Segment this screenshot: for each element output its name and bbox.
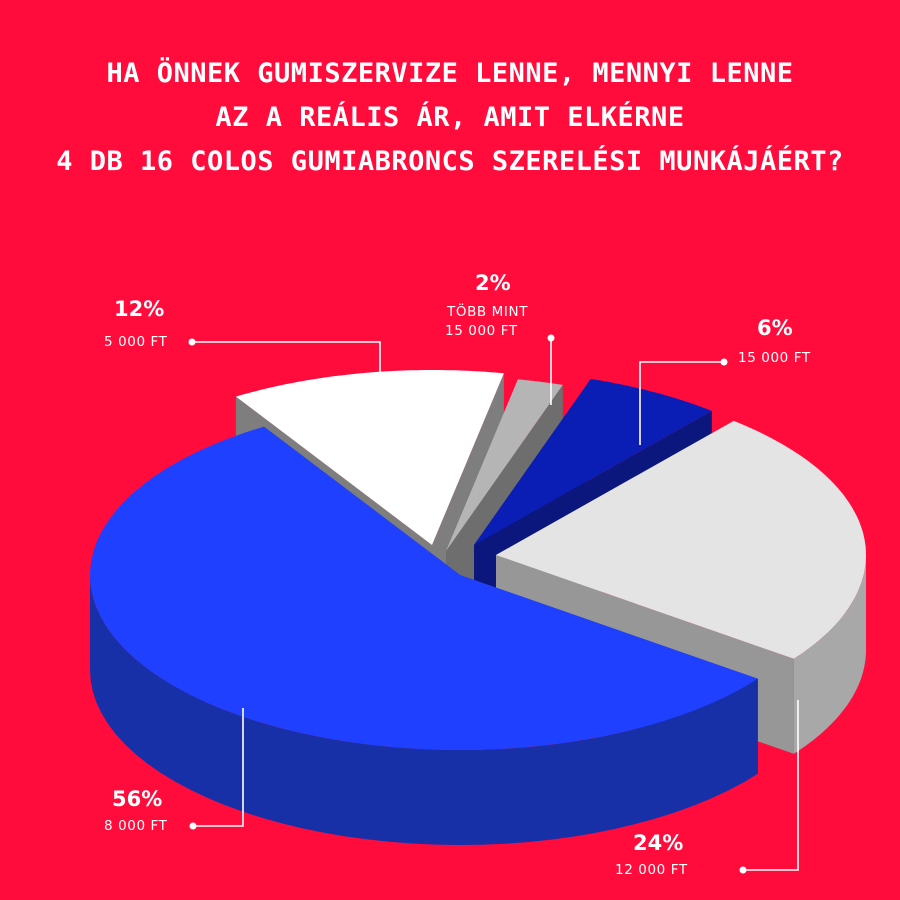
pie-slice-top-12 [235, 370, 504, 545]
slice-label-2-line-2: 15 000 FT [445, 323, 518, 339]
pie-slice-top-6 [474, 378, 712, 545]
slice-percent-2: 2% [475, 271, 511, 295]
leader-dot-24 [739, 866, 747, 874]
slice-percent-6: 6% [757, 316, 793, 340]
leader-lines [192, 338, 799, 871]
leader-line-6 [639, 361, 724, 445]
pie-slice-wall-56-0 [90, 575, 758, 845]
slice-label-56: 8 000 FT [104, 818, 168, 834]
slice-label-24: 12 000 FT [615, 862, 688, 878]
chart-title: HA ÖNNEK GUMISZERVIZE LENNE, MENNYI LENN… [0, 52, 900, 184]
slice-label-6: 15 000 FT [738, 350, 811, 366]
leader-dot-12 [188, 338, 196, 346]
title-line-2: AZ A REÁLIS ÁR, AMIT ELKÉRNE [215, 102, 685, 133]
title-line-3: 4 DB 16 COLOS GUMIABRONCS SZERELÉSI MUNK… [56, 146, 844, 177]
slice-label-12: 5 000 FT [104, 334, 168, 350]
pie-layer [90, 370, 866, 845]
leader-dots [188, 334, 747, 874]
slice-percent-56: 56% [112, 787, 162, 811]
slice-percent-12: 12% [114, 297, 164, 321]
leader-line-24 [743, 700, 799, 871]
leader-line-12 [192, 341, 381, 395]
slice-percent-24: 24% [633, 831, 683, 855]
pie-slice-top-56 [90, 426, 758, 750]
pie-slice-top-2 [446, 379, 563, 551]
title-line-1: HA ÖNNEK GUMISZERVIZE LENNE, MENNYI LENN… [106, 58, 794, 89]
pie-slice-top-24 [496, 420, 866, 659]
leader-dot-6 [720, 358, 728, 366]
pie-slice-wall-24-0 [793, 555, 866, 754]
slice-label-2-line-1: TÖBB MINT [446, 302, 528, 320]
leader-line-56 [193, 708, 244, 827]
leader-dot-2 [547, 334, 555, 342]
leader-dot-56 [189, 822, 197, 830]
